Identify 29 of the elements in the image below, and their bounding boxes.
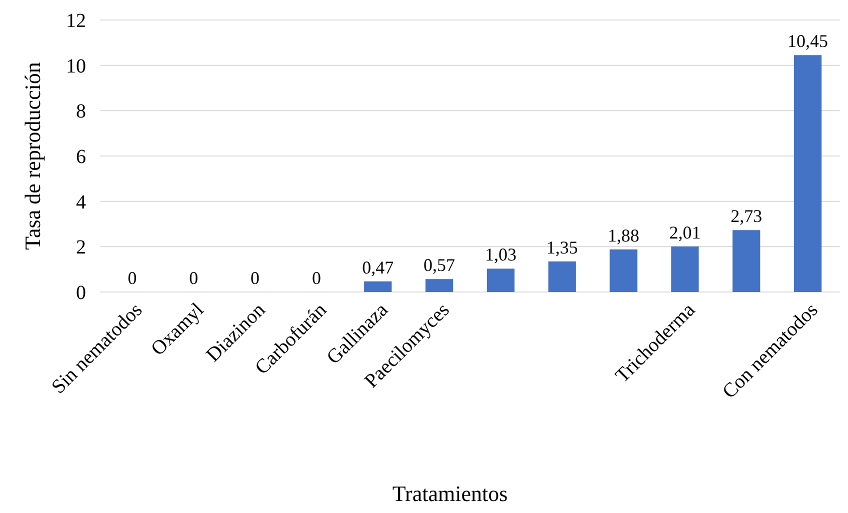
y-tick-label: 10 [66,55,86,78]
bar [610,249,638,292]
data-label: 0,47 [362,257,394,278]
bar [364,281,392,292]
data-label: 0 [128,268,137,288]
y-axis-title: Tasa de reproducción [20,62,45,250]
y-tick-label: 0 [76,282,86,304]
y-tick-label: 12 [66,10,86,32]
y-tick-label: 2 [76,236,86,259]
data-label: 0 [312,268,321,288]
bar [794,55,822,292]
y-tick-label: 6 [76,146,86,168]
data-label: 0,57 [424,255,456,276]
data-label: 0 [250,268,260,288]
bar [425,279,454,292]
x-axis-title: Tratamientos [392,481,508,506]
data-label: 2,73 [730,206,762,226]
data-label: 1,03 [484,244,516,265]
bar [732,230,760,292]
data-label: 10,45 [788,31,828,52]
data-label: 1,35 [546,237,578,258]
bar [548,261,576,292]
bar [671,246,699,292]
y-tick-label: 8 [76,100,86,123]
y-tick-label: 4 [76,191,86,214]
bar [486,268,515,292]
data-label: 1,88 [608,225,640,246]
data-label: 2,01 [669,222,701,242]
data-label: 0 [189,268,198,288]
